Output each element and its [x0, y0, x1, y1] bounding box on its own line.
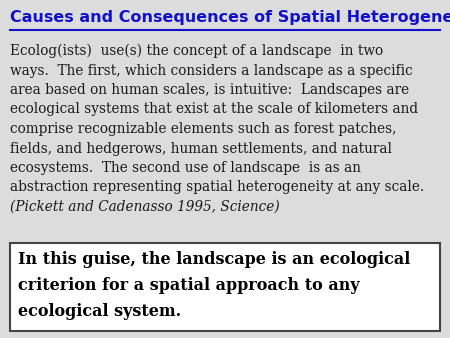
Text: ecological system.: ecological system.: [18, 303, 181, 320]
Text: ways.  The first, which considers a landscape as a specific: ways. The first, which considers a lands…: [10, 64, 413, 77]
Text: (Pickett and Cadenasso 1995, Science): (Pickett and Cadenasso 1995, Science): [10, 200, 280, 214]
Text: Ecolog(ists)  use(s) the concept of a landscape  in two: Ecolog(ists) use(s) the concept of a lan…: [10, 44, 383, 58]
Text: abstraction representing spatial heterogeneity at any scale.: abstraction representing spatial heterog…: [10, 180, 424, 194]
Text: comprise recognizable elements such as forest patches,: comprise recognizable elements such as f…: [10, 122, 396, 136]
Text: In this guise, the landscape is an ecological: In this guise, the landscape is an ecolo…: [18, 251, 410, 268]
Text: Causes and Consequences of Spatial Heterogeneity: Causes and Consequences of Spatial Heter…: [10, 10, 450, 25]
Text: ecosystems.  The second use of landscape  is as an: ecosystems. The second use of landscape …: [10, 161, 361, 175]
Text: ecological systems that exist at the scale of kilometers and: ecological systems that exist at the sca…: [10, 102, 418, 117]
Text: fields, and hedgerows, human settlements, and natural: fields, and hedgerows, human settlements…: [10, 142, 392, 155]
Text: area based on human scales, is intuitive:  Landscapes are: area based on human scales, is intuitive…: [10, 83, 409, 97]
Text: criterion for a spatial approach to any: criterion for a spatial approach to any: [18, 277, 360, 294]
Bar: [10, 243, 440, 331]
